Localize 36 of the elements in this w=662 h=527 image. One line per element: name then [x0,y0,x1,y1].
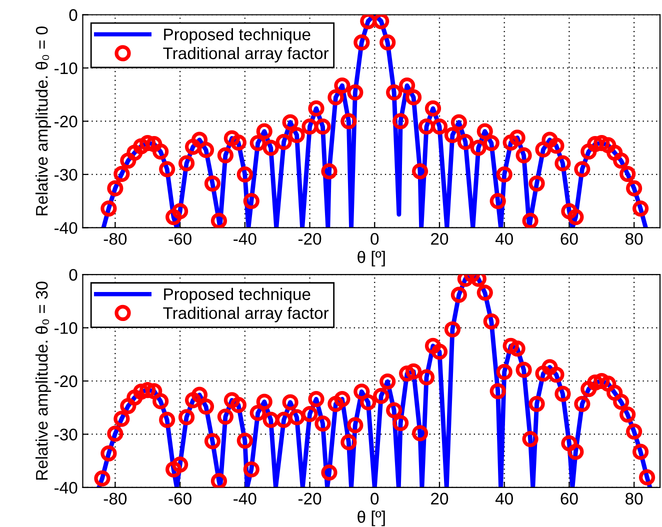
x-tick-label: -20 [298,232,322,245]
x-tick-label: -40 [234,492,256,505]
y-axis-title: Relative amplitude. θ₀ = 0 [35,26,52,216]
x-tick-label: 80 [626,492,643,505]
legend-label: Proposed technique [164,28,310,44]
x-tick-label: -20 [298,492,322,505]
y-tick-label: -10 [54,62,78,74]
y-tick-label: -20 [54,375,78,388]
y-tick-label: -10 [54,322,78,334]
x-tick-label: -60 [168,232,192,245]
y-tick-label: 0 [69,268,78,281]
x-tick-label: 40 [495,232,513,245]
y-tick-label: 0 [69,9,78,21]
x-tick-label: -80 [104,492,127,505]
x-tick-label: 40 [495,492,513,505]
y-axis-title: Relative amplitude. θ₀ = 30 [35,282,52,480]
x-axis-title: θ [º] [358,250,385,266]
legend-label: Proposed technique [164,288,310,304]
x-tick-label: 20 [431,492,448,505]
legend-label: Traditional array factor [163,46,329,62]
x-tick-label: 20 [431,232,448,245]
x-axis-title: θ [º] [358,510,385,526]
y-tick-label: -30 [54,168,78,181]
legend-label: Traditional array factor [163,306,329,322]
y-tick-label: -20 [54,116,78,128]
y-tick-label: -40 [54,222,78,234]
x-tick-label: 80 [626,232,643,245]
x-tick-label: -60 [168,492,192,505]
x-tick-label: 60 [560,492,578,505]
x-tick-label: 0 [370,232,379,245]
y-tick-label: -30 [54,428,78,440]
x-tick-label: -40 [234,232,256,245]
y-tick-label: -40 [54,482,78,494]
x-tick-label: -80 [104,232,127,245]
x-tick-label: 60 [560,232,578,245]
x-tick-label: 0 [370,492,379,505]
